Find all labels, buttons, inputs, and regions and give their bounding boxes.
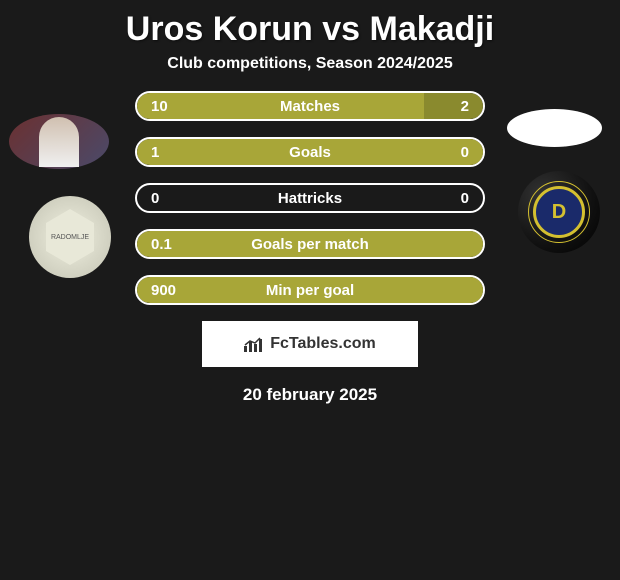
stat-bar: 10Matches2 bbox=[135, 91, 485, 121]
stat-label: Hattricks bbox=[137, 190, 483, 207]
stats-container: 10Matches21Goals00Hattricks00.1Goals per… bbox=[135, 91, 485, 305]
club-badge-right-icon: D bbox=[533, 186, 585, 238]
stat-value-right: 0 bbox=[461, 190, 469, 207]
stat-value-right: 2 bbox=[461, 98, 469, 115]
stat-bar: 900Min per goal bbox=[135, 275, 485, 305]
watermark-text: FcTables.com bbox=[270, 335, 376, 353]
stat-label: Goals per match bbox=[137, 236, 483, 253]
watermark: FcTables.com bbox=[202, 321, 418, 367]
stat-label: Goals bbox=[137, 144, 483, 161]
page-subtitle: Club competitions, Season 2024/2025 bbox=[0, 55, 620, 91]
page-title: Uros Korun vs Makadji bbox=[0, 0, 620, 55]
club-avatar-left: RADOMLJE bbox=[29, 196, 111, 278]
club-badge-left-icon: RADOMLJE bbox=[46, 209, 94, 265]
date-text: 20 february 2025 bbox=[10, 385, 610, 405]
stat-label: Matches bbox=[137, 98, 483, 115]
stat-bar: 1Goals0 bbox=[135, 137, 485, 167]
stat-label: Min per goal bbox=[137, 282, 483, 299]
club-avatar-right: D bbox=[518, 171, 600, 253]
player-avatar-left bbox=[9, 114, 109, 169]
player-silhouette-icon bbox=[39, 117, 79, 167]
stat-value-right: 0 bbox=[461, 144, 469, 161]
chart-icon bbox=[244, 336, 264, 352]
stat-bar: 0.1Goals per match bbox=[135, 229, 485, 259]
stat-bar: 0Hattricks0 bbox=[135, 183, 485, 213]
player-avatar-right bbox=[507, 109, 602, 147]
content-area: RADOMLJE D 10Matches21Goals00Hattricks00… bbox=[0, 91, 620, 405]
